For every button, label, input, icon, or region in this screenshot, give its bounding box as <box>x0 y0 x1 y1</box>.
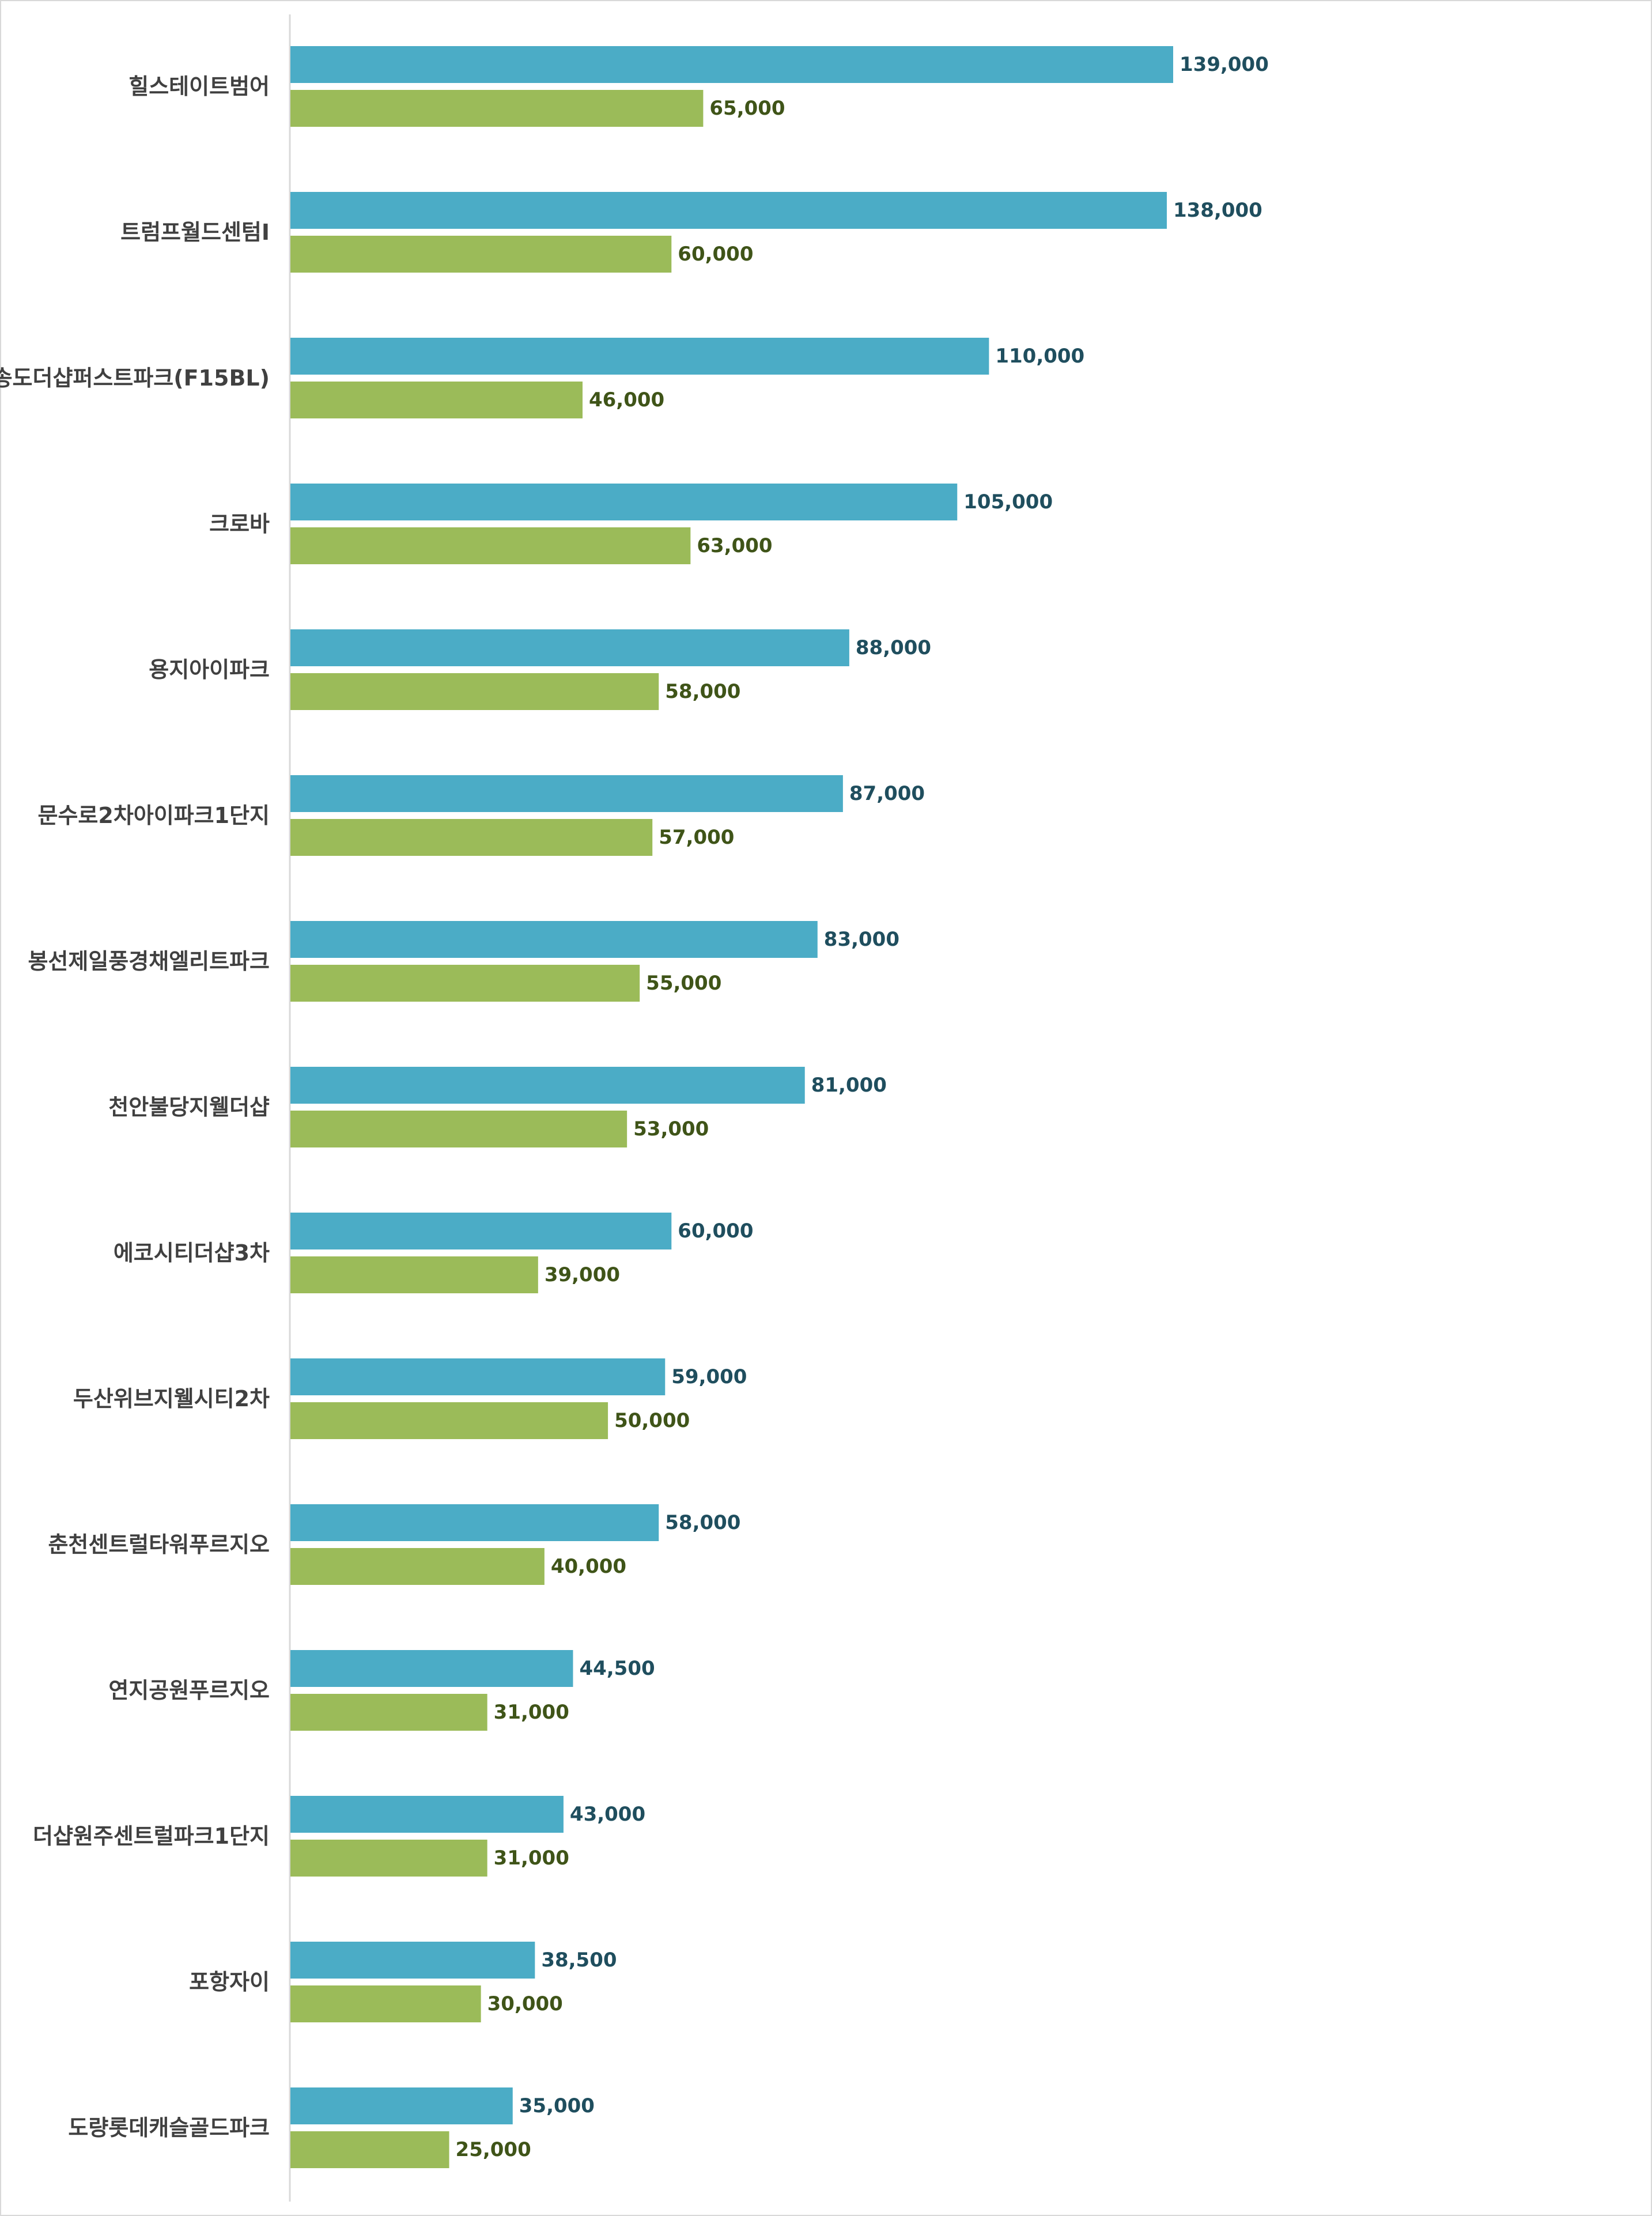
bar-series-2 <box>290 1694 487 1731</box>
data-label-series-2: 39,000 <box>545 1263 620 1286</box>
bar-series-1 <box>290 46 1173 83</box>
category-label: 더샵원주센트럴파크1단지 <box>33 1824 270 1849</box>
data-label-series-1: 38,500 <box>541 1949 617 1972</box>
data-label-series-1: 83,000 <box>824 928 899 951</box>
bar-series-2 <box>290 673 659 710</box>
category-label: 연지공원푸르지오 <box>108 1678 270 1703</box>
category-label: 천안불당지웰더샵 <box>108 1094 270 1120</box>
bar-series-1 <box>290 1067 805 1104</box>
data-label-series-2: 30,000 <box>487 1992 563 2015</box>
bar-series-2 <box>290 1985 481 2022</box>
data-label-series-1: 59,000 <box>671 1365 747 1388</box>
bar-series-2 <box>290 1840 487 1877</box>
bar-series-1 <box>290 2087 513 2124</box>
bar-series-1 <box>290 921 818 958</box>
data-label-series-2: 31,000 <box>494 1701 569 1724</box>
data-label-series-2: 63,000 <box>697 534 772 557</box>
data-label-series-2: 58,000 <box>665 680 740 703</box>
category-label: 두산위브지웰시티2차 <box>73 1386 270 1411</box>
data-label-series-2: 53,000 <box>633 1118 709 1141</box>
bar-series-1 <box>290 192 1167 229</box>
bar-series-2 <box>290 1548 545 1585</box>
category-label: 포항자이 <box>189 1969 270 1995</box>
bar-series-1 <box>290 1358 666 1395</box>
bar-series-2 <box>290 527 691 564</box>
data-label-series-1: 110,000 <box>995 345 1084 368</box>
bar-series-2 <box>290 1256 538 1293</box>
bar-series-1 <box>290 775 843 812</box>
category-label: 힐스테이트범어 <box>128 74 270 99</box>
bar-series-1 <box>290 338 989 375</box>
data-label-series-2: 65,000 <box>709 97 785 120</box>
category-label: 문수로2차아이파크1단지 <box>38 803 270 828</box>
data-label-series-2: 40,000 <box>551 1555 626 1578</box>
data-label-series-2: 31,000 <box>494 1847 569 1870</box>
category-label: 봉선제일풍경채엘리트파크 <box>28 949 270 974</box>
category-label: 에코시티더샵3차 <box>114 1240 270 1266</box>
bar-series-2 <box>290 236 672 273</box>
category-label: 춘천센트럴타워푸르지오 <box>48 1532 270 1557</box>
bar-series-1 <box>290 484 958 520</box>
data-label-series-2: 55,000 <box>646 972 721 995</box>
data-label-series-1: 88,000 <box>856 636 931 659</box>
data-label-series-1: 44,500 <box>579 1657 655 1680</box>
data-label-series-1: 43,000 <box>570 1803 645 1826</box>
data-label-series-1: 138,000 <box>1173 199 1262 222</box>
data-label-series-1: 81,000 <box>811 1074 887 1097</box>
category-label: 크로바 <box>209 511 270 537</box>
category-label: 도량롯데캐슬골드파크 <box>68 2115 270 2141</box>
data-label-series-1: 105,000 <box>963 490 1053 514</box>
category-label: 송도더샵퍼스트파크(F15BL) <box>0 365 270 391</box>
category-label: 용지아이파크 <box>149 657 270 682</box>
data-label-series-1: 139,000 <box>1180 53 1269 76</box>
data-label-series-2: 50,000 <box>614 1409 690 1432</box>
data-label-series-2: 60,000 <box>678 243 753 266</box>
data-label-series-1: 60,000 <box>678 1220 753 1243</box>
bar-series-2 <box>290 1402 608 1439</box>
bar-series-2 <box>290 382 583 418</box>
bar-series-2 <box>290 965 640 1002</box>
data-label-series-2: 25,000 <box>456 2138 531 2161</box>
data-label-series-1: 35,000 <box>519 2094 595 2117</box>
data-label-series-1: 87,000 <box>849 782 925 805</box>
bar-series-2 <box>290 819 653 856</box>
bar-series-2 <box>290 2131 449 2168</box>
bar-series-2 <box>290 1111 627 1147</box>
bar-series-1 <box>290 1650 573 1687</box>
bar-series-2 <box>290 90 704 127</box>
bar-series-1 <box>290 1213 672 1249</box>
data-label-series-1: 58,000 <box>665 1511 740 1534</box>
bar-series-1 <box>290 1796 564 1833</box>
bar-series-1 <box>290 1504 659 1541</box>
bar-series-1 <box>290 629 849 666</box>
category-label: 트럼프월드센텀I <box>120 220 270 245</box>
data-label-series-2: 46,000 <box>589 388 664 412</box>
bar-series-1 <box>290 1942 535 1979</box>
data-label-series-2: 57,000 <box>659 826 734 849</box>
